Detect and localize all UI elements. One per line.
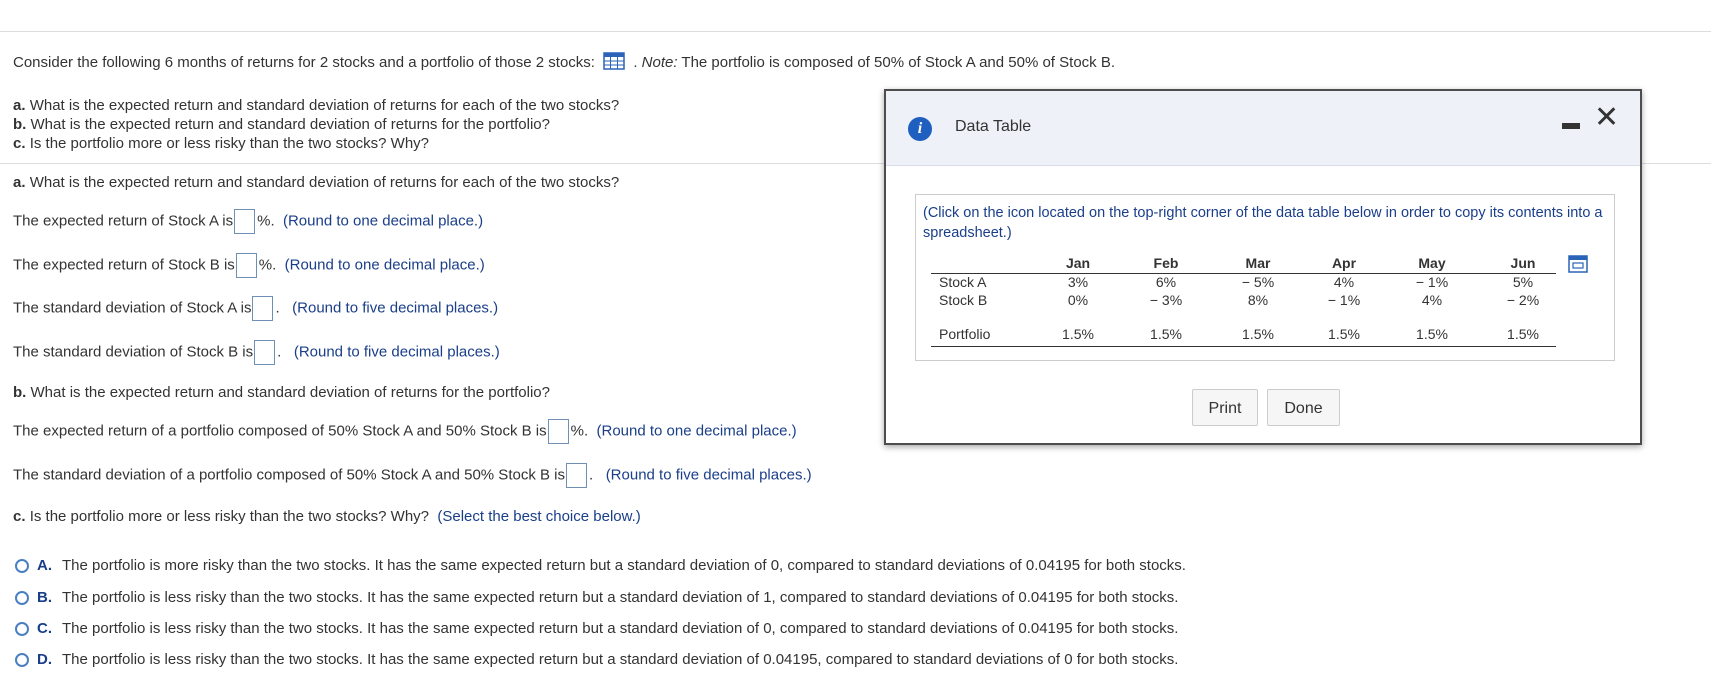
done-button[interactable]: Done xyxy=(1267,389,1340,426)
stock-b-return-line: The expected return of Stock B is%. (Rou… xyxy=(13,253,485,278)
stock-a-stdev-line: The standard deviation of Stock A is. (R… xyxy=(13,296,498,321)
header-rule xyxy=(931,273,1556,274)
table-cell: 3% xyxy=(1067,274,1089,290)
table-cell: 1.5% xyxy=(1242,326,1274,342)
table-cell: 5% xyxy=(1512,274,1534,290)
table-cell: − 3% xyxy=(1149,292,1183,308)
row-label: Portfolio xyxy=(939,326,991,342)
table-cell: 6% xyxy=(1155,274,1177,290)
month-header: Jan xyxy=(1065,255,1091,271)
table-cell: 1.5% xyxy=(1416,326,1448,342)
table-cell: 0% xyxy=(1067,292,1089,308)
note-label: Note: xyxy=(641,53,678,71)
dialog-header: i Data Table ✕ xyxy=(886,91,1640,166)
row-label: Stock B xyxy=(939,292,988,308)
stock-a-return-line: The expected return of Stock A is%. (Rou… xyxy=(13,209,483,234)
stock-b-stdev-input[interactable] xyxy=(254,340,276,365)
intro-line: Consider the following 6 months of retur… xyxy=(13,52,1115,74)
portfolio-stdev-line: The standard deviation of a portfolio co… xyxy=(13,463,812,488)
table-cell: − 2% xyxy=(1506,292,1540,308)
question-c: c. Is the portfolio more or less risky t… xyxy=(13,135,430,152)
data-table-dialog: i Data Table ✕ (Click on the icon locate… xyxy=(884,89,1642,445)
bottom-rule xyxy=(931,346,1556,347)
radio-option-d[interactable] xyxy=(15,653,29,668)
minimize-button[interactable] xyxy=(1562,123,1580,129)
stock-a-stdev-input[interactable] xyxy=(252,296,274,321)
table-cell: 8% xyxy=(1247,292,1269,308)
data-table-icon[interactable] xyxy=(603,52,625,74)
month-header: Jun xyxy=(1510,255,1536,271)
close-icon[interactable]: ✕ xyxy=(1594,101,1620,134)
part-c-heading: c. Is the portfolio more or less risky t… xyxy=(13,508,641,525)
table-cell: − 1% xyxy=(1415,274,1449,290)
info-icon: i xyxy=(908,117,932,141)
intro-text: Consider the following 6 months of retur… xyxy=(13,53,595,71)
question-b: b. What is the expected return and stand… xyxy=(13,116,550,133)
radio-option-c[interactable] xyxy=(15,622,29,637)
table-cell: 1.5% xyxy=(1150,326,1182,342)
print-button[interactable]: Print xyxy=(1192,389,1258,426)
stock-b-stdev-line: The standard deviation of Stock B is. (R… xyxy=(13,340,500,365)
month-header: Apr xyxy=(1331,255,1357,271)
portfolio-stdev-input[interactable] xyxy=(566,463,587,488)
table-cell: − 1% xyxy=(1327,292,1361,308)
option-d[interactable]: D. The portfolio is less risky than the t… xyxy=(15,651,1178,668)
portfolio-return-input[interactable] xyxy=(547,419,569,444)
dialog-title: Data Table xyxy=(955,118,1032,135)
data-table-frame: (Click on the icon located on the top-ri… xyxy=(915,194,1615,361)
copy-to-spreadsheet-icon[interactable] xyxy=(1568,255,1588,273)
option-b[interactable]: B. The portfolio is less risky than the t… xyxy=(15,589,1178,606)
stock-b-return-input[interactable] xyxy=(235,253,257,278)
month-header: Mar xyxy=(1245,255,1271,271)
question-list: a. What is the expected return and stand… xyxy=(13,96,619,153)
table-cell: 1.5% xyxy=(1062,326,1094,342)
table-cell: 1.5% xyxy=(1328,326,1360,342)
radio-option-b[interactable] xyxy=(15,591,29,606)
table-cell: 1.5% xyxy=(1507,326,1539,342)
option-a[interactable]: A. The portfolio is more risky than the t… xyxy=(15,557,1186,574)
part-b-heading: b. What is the expected return and stand… xyxy=(13,384,550,401)
portfolio-return-line: The expected return of a portfolio compo… xyxy=(13,419,797,444)
question-a: a. What is the expected return and stand… xyxy=(13,97,620,114)
copy-instructions: (Click on the icon located on the top-ri… xyxy=(923,205,1603,241)
month-header: May xyxy=(1418,255,1446,271)
table-cell: 4% xyxy=(1421,292,1443,308)
option-c[interactable]: C. The portfolio is less risky than the t… xyxy=(15,620,1178,637)
row-label: Stock A xyxy=(939,274,987,290)
table-cell: − 5% xyxy=(1241,274,1275,290)
table-cell: 4% xyxy=(1333,274,1355,290)
radio-option-a[interactable] xyxy=(15,559,29,574)
top-divider xyxy=(0,31,1711,32)
note-text: The portfolio is composed of 50% of Stoc… xyxy=(681,53,1116,71)
stock-a-return-input[interactable] xyxy=(234,209,256,234)
month-header: Feb xyxy=(1153,255,1179,271)
part-a-heading: a. What is the expected return and stand… xyxy=(13,174,620,191)
section-divider xyxy=(0,163,1711,164)
